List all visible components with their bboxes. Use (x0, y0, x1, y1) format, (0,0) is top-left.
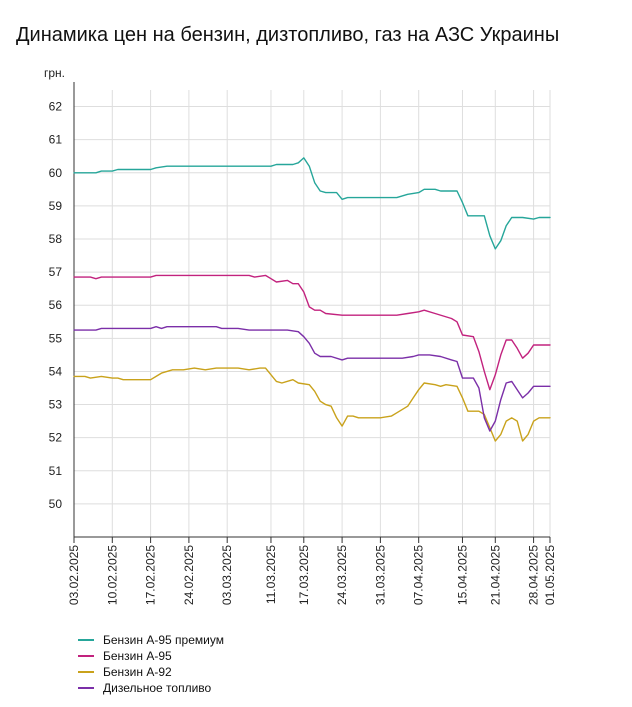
x-tick-label: 24.02.2025 (182, 545, 196, 605)
x-tick-label: 07.04.2025 (412, 545, 426, 605)
x-tick-label: 21.04.2025 (488, 545, 502, 605)
series-line-2 (73, 274, 551, 391)
y-tick-label: 52 (49, 431, 63, 445)
y-tick-label: 59 (49, 199, 63, 213)
y-tick-label: 55 (49, 331, 63, 345)
legend-swatch (78, 655, 94, 657)
y-tick-labels: 50 51 52 53 54 55 56 57 58 59 60 61 62 (49, 100, 63, 511)
legend-swatch (78, 671, 94, 673)
x-tick-label: 17.02.2025 (144, 545, 158, 605)
axes (73, 82, 551, 543)
legend-label: Бензин А-92 (103, 665, 172, 679)
legend-label: Дизельное топливо (103, 681, 212, 695)
y-tick-label: 50 (49, 497, 63, 511)
y-tick-label: 56 (49, 298, 63, 312)
chart-title: Динамика цен на бензин, дизтопливо, газ … (16, 24, 560, 46)
y-tick-label: 54 (49, 364, 63, 378)
legend-item-2[interactable]: Бензин А-95 (78, 648, 224, 664)
x-tick-label: 17.03.2025 (297, 545, 311, 605)
line-chart: 50 51 52 53 54 55 56 57 58 59 60 61 62 03.02.2025 10.… (44, 66, 557, 605)
legend-item-1[interactable]: Бензин А-95 премиум (78, 632, 224, 648)
legend-swatch (78, 687, 94, 689)
series-line-4 (73, 326, 551, 432)
y-tick-label: 58 (49, 232, 63, 246)
y-tick-label: 60 (49, 166, 63, 180)
x-tick-label: 10.02.2025 (105, 545, 119, 605)
y-tick-label: 57 (49, 265, 63, 279)
y-tick-label: 62 (49, 100, 63, 114)
y-tick-label: 53 (49, 398, 63, 412)
legend-label: Бензин А-95 (103, 649, 172, 663)
y-tick-label: 51 (49, 464, 63, 478)
y-gridlines (74, 106, 550, 505)
x-tick-label: 03.03.2025 (220, 545, 234, 605)
series-line-3 (73, 367, 551, 442)
series-lines (73, 157, 551, 442)
x-tick-label: 01.05.2025 (543, 545, 557, 605)
x-tick-label: 24.03.2025 (335, 545, 349, 605)
x-tick-label: 11.03.2025 (264, 545, 278, 604)
x-gridlines (73, 90, 551, 537)
legend-label: Бензин А-95 премиум (103, 633, 224, 647)
legend-swatch (78, 639, 94, 641)
x-tick-label: 15.04.2025 (455, 545, 469, 605)
legend-item-3[interactable]: Бензин А-92 (78, 664, 224, 680)
legend-item-4[interactable]: Дизельное топливо (78, 680, 224, 696)
x-tick-label: 03.02.2025 (67, 545, 81, 605)
y-tick-label: 61 (49, 133, 63, 147)
x-tick-label: 28.04.2025 (527, 545, 541, 605)
legend: Бензин А-95 премиум Бензин А-95 Бензин А-9… (78, 632, 224, 696)
y-axis-unit: грн. (44, 66, 65, 80)
series-line-1 (73, 157, 551, 250)
x-tick-label: 31.03.2025 (373, 545, 387, 605)
x-tick-labels: 03.02.2025 10.02.2025 17.02.2025 24.02.2025… (67, 545, 557, 605)
